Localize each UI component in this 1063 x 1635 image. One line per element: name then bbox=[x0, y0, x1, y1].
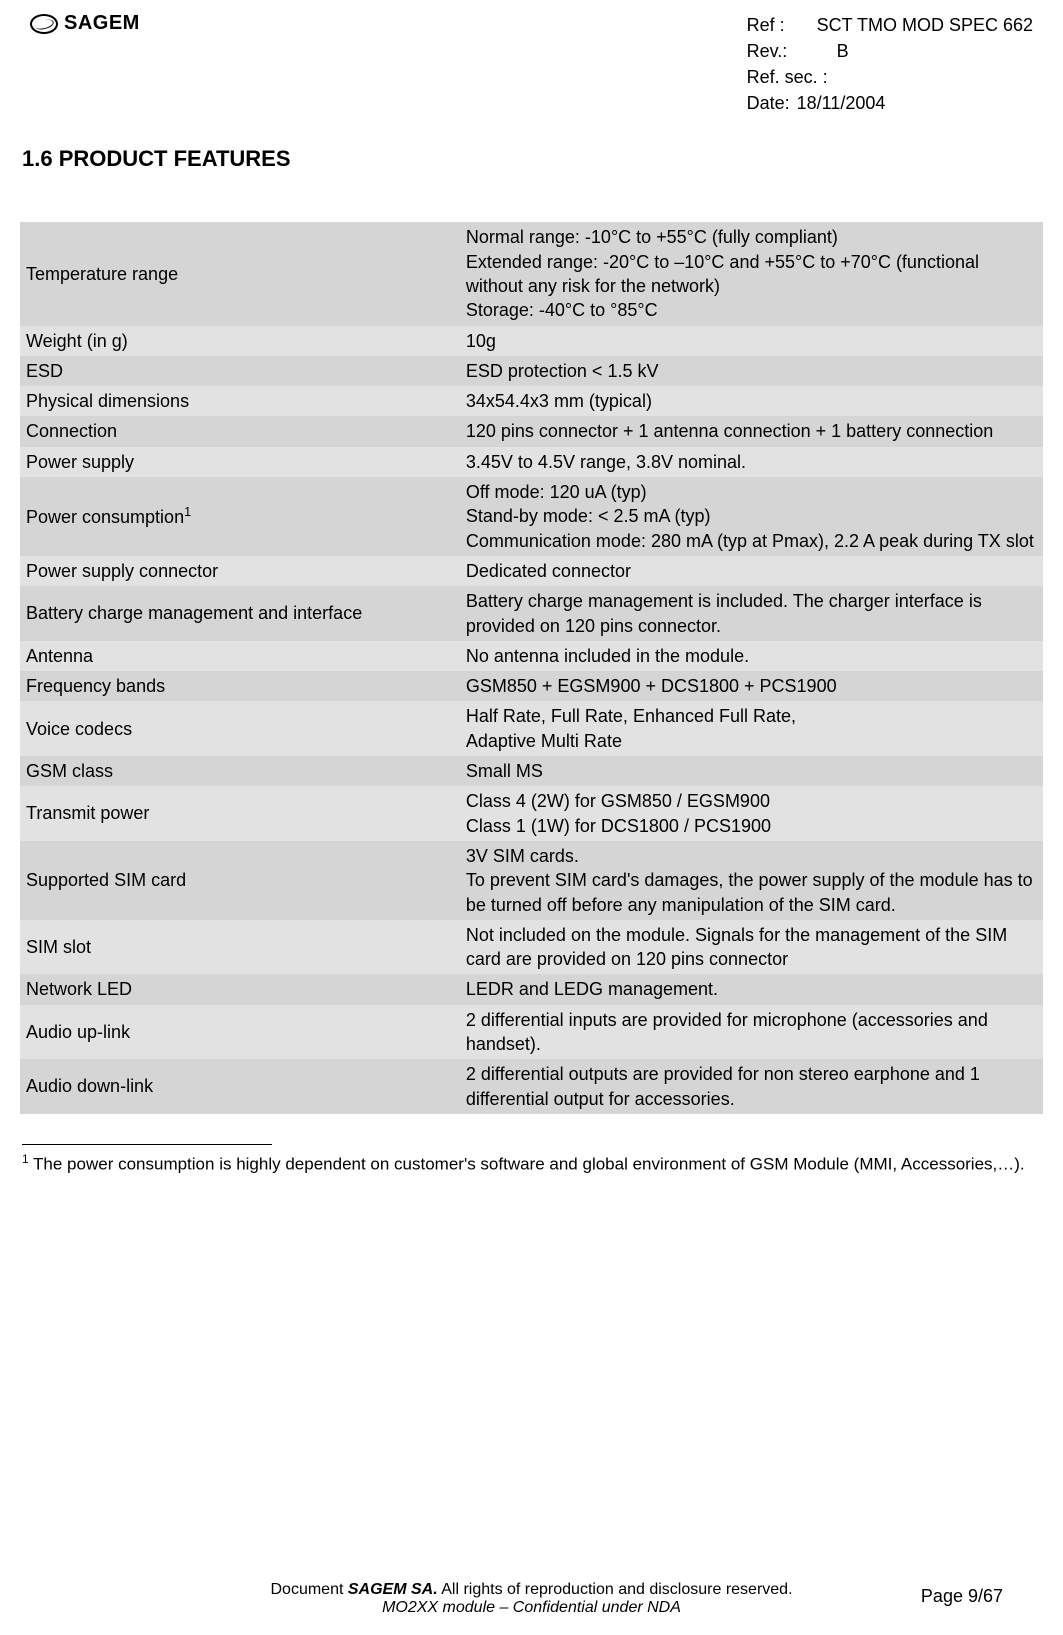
table-row: Supported SIM card3V SIM cards.To preven… bbox=[20, 841, 1043, 920]
table-row: AntennaNo antenna included in the module… bbox=[20, 641, 1043, 671]
feature-label: Power consumption1 bbox=[20, 477, 460, 556]
date-value: 18/11/2004 bbox=[797, 90, 886, 116]
features-table-body: Temperature rangeNormal range: -10°C to … bbox=[20, 222, 1043, 1114]
document-header: SAGEM Ref : SCT TMO MOD SPEC 662 Rev.: B… bbox=[0, 0, 1063, 116]
footnote-marker: 1 bbox=[22, 1152, 29, 1166]
feature-label: Voice codecs bbox=[20, 701, 460, 756]
brand-name: SAGEM bbox=[64, 12, 140, 35]
rev-label: Rev.: bbox=[747, 38, 817, 64]
feature-value: 120 pins connector + 1 antenna connectio… bbox=[460, 416, 1043, 446]
feature-label: Physical dimensions bbox=[20, 386, 460, 416]
feature-value: 2 differential inputs are provided for m… bbox=[460, 1005, 1043, 1060]
footnote-ref: 1 bbox=[184, 505, 191, 519]
table-row: Battery charge management and interfaceB… bbox=[20, 586, 1043, 641]
feature-label: SIM slot bbox=[20, 920, 460, 975]
footer-confidential: MO2XX module – Confidential under NDA bbox=[382, 1599, 681, 1616]
table-row: SIM slotNot included on the module. Sign… bbox=[20, 920, 1043, 975]
feature-value: GSM850 + EGSM900 + DCS1800 + PCS1900 bbox=[460, 671, 1043, 701]
ref-value: SCT TMO MOD SPEC 662 bbox=[817, 12, 1033, 38]
feature-label: ESD bbox=[20, 356, 460, 386]
ref-label: Ref : bbox=[747, 12, 817, 38]
rev-value: B bbox=[837, 38, 849, 64]
feature-value: LEDR and LEDG management. bbox=[460, 974, 1043, 1004]
feature-label: Audio down-link bbox=[20, 1059, 460, 1114]
feature-value: 3.45V to 4.5V range, 3.8V nominal. bbox=[460, 447, 1043, 477]
sagem-s-icon bbox=[30, 14, 58, 34]
footnote-separator bbox=[22, 1144, 272, 1145]
table-row: ESDESD protection < 1.5 kV bbox=[20, 356, 1043, 386]
features-table: Temperature rangeNormal range: -10°C to … bbox=[20, 222, 1043, 1114]
footer-suffix: All rights of reproduction and disclosur… bbox=[438, 1581, 793, 1598]
table-row: Audio up-link2 differential inputs are p… bbox=[20, 1005, 1043, 1060]
feature-label: Audio up-link bbox=[20, 1005, 460, 1060]
footnote: 1 The power consumption is highly depend… bbox=[0, 1151, 1063, 1176]
feature-value: 10g bbox=[460, 326, 1043, 356]
feature-value: Normal range: -10°C to +55°C (fully comp… bbox=[460, 222, 1043, 325]
refsec-label: Ref. sec. : bbox=[747, 64, 828, 90]
table-row: Physical dimensions34x54.4x3 mm (typical… bbox=[20, 386, 1043, 416]
table-row: Power supply3.45V to 4.5V range, 3.8V no… bbox=[20, 447, 1043, 477]
refsec-row: Ref. sec. : bbox=[747, 64, 1033, 90]
table-row: Temperature rangeNormal range: -10°C to … bbox=[20, 222, 1043, 325]
table-row: Network LEDLEDR and LEDG management. bbox=[20, 974, 1043, 1004]
feature-value: No antenna included in the module. bbox=[460, 641, 1043, 671]
footnote-text: The power consumption is highly dependen… bbox=[29, 1155, 1025, 1174]
feature-value: Small MS bbox=[460, 756, 1043, 786]
feature-label: Battery charge management and interface bbox=[20, 586, 460, 641]
feature-value: Dedicated connector bbox=[460, 556, 1043, 586]
footer-brand: SAGEM SA. bbox=[348, 1581, 438, 1598]
table-row: Connection120 pins connector + 1 antenna… bbox=[20, 416, 1043, 446]
table-row: Voice codecsHalf Rate, Full Rate, Enhanc… bbox=[20, 701, 1043, 756]
ref-row: Ref : SCT TMO MOD SPEC 662 bbox=[747, 12, 1033, 38]
feature-value: Off mode: 120 uA (typ)Stand-by mode: < 2… bbox=[460, 477, 1043, 556]
table-row: Power supply connectorDedicated connecto… bbox=[20, 556, 1043, 586]
feature-label: Antenna bbox=[20, 641, 460, 671]
feature-label: GSM class bbox=[20, 756, 460, 786]
table-row: GSM classSmall MS bbox=[20, 756, 1043, 786]
feature-value: 34x54.4x3 mm (typical) bbox=[460, 386, 1043, 416]
feature-value: 3V SIM cards.To prevent SIM card's damag… bbox=[460, 841, 1043, 920]
feature-value: Class 4 (2W) for GSM850 / EGSM900Class 1… bbox=[460, 786, 1043, 841]
table-row: Frequency bandsGSM850 + EGSM900 + DCS180… bbox=[20, 671, 1043, 701]
feature-value: Not included on the module. Signals for … bbox=[460, 920, 1043, 975]
feature-label: Frequency bands bbox=[20, 671, 460, 701]
feature-label: Connection bbox=[20, 416, 460, 446]
brand-logo: SAGEM bbox=[30, 12, 140, 35]
feature-label: Weight (in g) bbox=[20, 326, 460, 356]
table-row: Weight (in g)10g bbox=[20, 326, 1043, 356]
page-number: Page 9/67 bbox=[921, 1586, 1003, 1607]
table-row: Power consumption1Off mode: 120 uA (typ)… bbox=[20, 477, 1043, 556]
section-heading: 1.6 PRODUCT FEATURES bbox=[0, 116, 1063, 222]
rev-row: Rev.: B bbox=[747, 38, 1033, 64]
feature-value: Battery charge management is included. T… bbox=[460, 586, 1043, 641]
page-footer: Document SAGEM SA. All rights of reprodu… bbox=[0, 1581, 1063, 1617]
feature-label: Transmit power bbox=[20, 786, 460, 841]
feature-label: Power supply connector bbox=[20, 556, 460, 586]
document-references: Ref : SCT TMO MOD SPEC 662 Rev.: B Ref. … bbox=[747, 12, 1033, 116]
date-label: Date: bbox=[747, 90, 797, 116]
table-row: Transmit powerClass 4 (2W) for GSM850 / … bbox=[20, 786, 1043, 841]
footer-line-1: Document SAGEM SA. All rights of reprodu… bbox=[0, 1581, 1063, 1599]
footer-line-2: MO2XX module – Confidential under NDA bbox=[0, 1599, 1063, 1617]
date-row: Date: 18/11/2004 bbox=[747, 90, 1033, 116]
feature-value: Half Rate, Full Rate, Enhanced Full Rate… bbox=[460, 701, 1043, 756]
feature-label: Temperature range bbox=[20, 222, 460, 325]
table-row: Audio down-link2 differential outputs ar… bbox=[20, 1059, 1043, 1114]
feature-value: 2 differential outputs are provided for … bbox=[460, 1059, 1043, 1114]
feature-label: Network LED bbox=[20, 974, 460, 1004]
feature-value: ESD protection < 1.5 kV bbox=[460, 356, 1043, 386]
feature-label: Power supply bbox=[20, 447, 460, 477]
footer-prefix: Document bbox=[270, 1581, 347, 1598]
feature-label: Supported SIM card bbox=[20, 841, 460, 920]
